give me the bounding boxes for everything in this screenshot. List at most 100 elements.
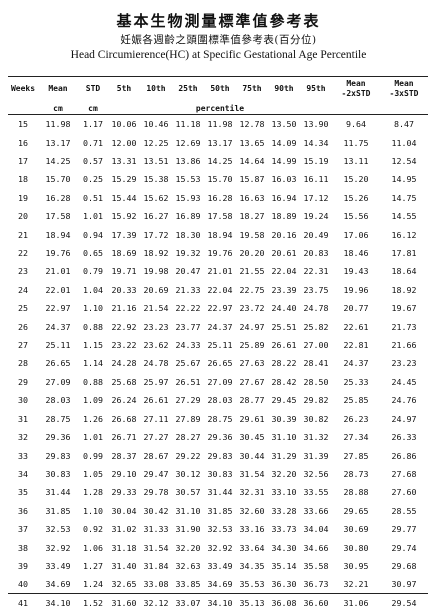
cell-p25: 15.53 xyxy=(175,174,201,185)
cell-mean-minus-2std: 25.85 xyxy=(343,395,369,406)
cell-p10: 33.08 xyxy=(143,579,169,590)
cell-weeks: 38 xyxy=(18,542,28,553)
cell-p90: 36.30 xyxy=(271,579,297,590)
table-subtitle-english: Head Circumierence(HC) at Specific Gesta… xyxy=(70,49,367,61)
cell-p5: 31.60 xyxy=(111,597,137,608)
table-row: 38 32.92 1.06 31.18 31.54 32.20 32.92 33.64 34.3… xyxy=(8,538,428,556)
cell-weeks: 22 xyxy=(18,248,28,259)
cell-p75: 19.58 xyxy=(239,229,265,240)
table-row: 35 31.44 1.28 29.33 29.78 30.57 31.44 32.31 33.1… xyxy=(8,483,428,501)
cell-weeks: 36 xyxy=(18,505,28,516)
cell-p25: 31.10 xyxy=(175,505,201,516)
cell-mean-minus-2std: 15.56 xyxy=(343,211,369,222)
cell-p5: 31.40 xyxy=(111,560,137,571)
header-10th: 10th xyxy=(146,84,166,93)
cell-weeks: 27 xyxy=(18,340,28,351)
cell-mean-minus-3std: 29.68 xyxy=(391,560,417,571)
cell-mean-minus-2std: 28.73 xyxy=(343,468,369,479)
cell-weeks: 32 xyxy=(18,432,28,443)
cell-p75: 34.35 xyxy=(239,560,265,571)
cell-p95: 22.31 xyxy=(303,266,329,277)
cell-p10: 31.84 xyxy=(143,560,169,571)
cell-mean-minus-3std: 29.54 xyxy=(391,597,417,608)
cell-mean: 14.25 xyxy=(45,156,71,167)
cell-weeks: 30 xyxy=(18,395,28,406)
cell-mean-minus-2std: 26.23 xyxy=(343,413,369,424)
cell-weeks: 24 xyxy=(18,284,28,295)
cell-p90: 30.39 xyxy=(271,413,297,424)
cell-std: 0.65 xyxy=(83,248,103,259)
cell-p25: 30.57 xyxy=(175,487,201,498)
table-row: 31 28.75 1.26 26.68 27.11 27.89 28.75 29.61 30.3… xyxy=(8,410,428,428)
cell-weeks: 33 xyxy=(18,450,28,461)
table-row: 16 13.17 0.71 12.00 12.25 12.69 13.17 13.65 14.0… xyxy=(8,133,428,151)
cell-mean-minus-3std: 14.75 xyxy=(391,192,417,203)
cell-p50: 32.53 xyxy=(207,524,233,535)
cell-p90: 20.16 xyxy=(271,229,297,240)
cell-p25: 31.90 xyxy=(175,524,201,535)
header-mean-minus-2std-line2: -2xSTD xyxy=(341,89,371,98)
cell-p10: 26.61 xyxy=(143,395,169,406)
table-row: 37 32.53 0.92 31.02 31.33 31.90 32.53 33.16 33.7… xyxy=(8,520,428,538)
cell-p50: 24.37 xyxy=(207,321,233,332)
cell-p75: 30.44 xyxy=(239,450,265,461)
cell-p95: 34.66 xyxy=(303,542,329,553)
cell-std: 0.71 xyxy=(83,137,103,148)
cell-p5: 13.31 xyxy=(111,156,137,167)
cell-p5: 30.04 xyxy=(111,505,137,516)
cell-p10: 31.33 xyxy=(143,524,169,535)
cell-p25: 32.20 xyxy=(175,542,201,553)
cell-mean-minus-2std: 18.46 xyxy=(343,248,369,259)
cell-mean: 34.69 xyxy=(45,579,71,590)
cell-p90: 29.45 xyxy=(271,395,297,406)
cell-mean-minus-3std: 14.95 xyxy=(391,174,417,185)
cell-p25: 27.89 xyxy=(175,413,201,424)
cell-p75: 25.89 xyxy=(239,340,265,351)
cell-mean: 17.58 xyxy=(45,211,71,222)
cell-p95: 33.66 xyxy=(303,505,329,516)
cell-mean-minus-2std: 11.75 xyxy=(343,137,369,148)
cell-p90: 23.39 xyxy=(271,284,297,295)
cell-mean: 32.92 xyxy=(45,542,71,553)
cell-mean-minus-3std: 23.23 xyxy=(391,358,417,369)
cell-p5: 15.44 xyxy=(111,192,137,203)
cell-p95: 16.11 xyxy=(303,174,329,185)
cell-weeks: 15 xyxy=(18,119,28,130)
cell-p50: 19.76 xyxy=(207,248,233,259)
cell-p10: 27.27 xyxy=(143,432,169,443)
cell-p90: 26.61 xyxy=(271,340,297,351)
cell-p5: 12.00 xyxy=(111,137,137,148)
cell-p10: 19.98 xyxy=(143,266,169,277)
cell-mean-minus-3std: 28.55 xyxy=(391,505,417,516)
unit-std: cm xyxy=(88,103,98,113)
cell-p95: 19.24 xyxy=(303,211,329,222)
cell-mean-minus-3std: 8.47 xyxy=(394,119,414,130)
cell-mean: 29.36 xyxy=(45,432,71,443)
cell-p25: 15.93 xyxy=(175,192,201,203)
cell-mean: 13.17 xyxy=(45,137,71,148)
cell-weeks: 20 xyxy=(18,211,28,222)
cell-p90: 20.61 xyxy=(271,248,297,259)
table-row: 22 19.76 0.65 18.69 18.92 19.32 19.76 20.20 20.6… xyxy=(8,244,428,262)
cell-mean: 24.37 xyxy=(45,321,71,332)
cell-weeks: 16 xyxy=(18,137,28,148)
cell-mean-minus-3std: 29.77 xyxy=(391,524,417,535)
cell-weeks: 37 xyxy=(18,524,28,535)
cell-p50: 21.01 xyxy=(207,266,233,277)
cell-mean-minus-2std: 29.65 xyxy=(343,505,369,516)
cell-p50: 16.28 xyxy=(207,192,233,203)
header-90th: 90th xyxy=(274,84,294,93)
cell-mean: 26.65 xyxy=(45,358,71,369)
cell-p10: 20.69 xyxy=(143,284,169,295)
cell-mean: 34.10 xyxy=(45,597,71,608)
cell-std: 1.10 xyxy=(83,303,103,314)
cell-p50: 30.83 xyxy=(207,468,233,479)
cell-mean: 33.49 xyxy=(45,560,71,571)
cell-mean-minus-3std: 18.64 xyxy=(391,266,417,277)
cell-p95: 28.41 xyxy=(303,358,329,369)
cell-p10: 29.47 xyxy=(143,468,169,479)
cell-p90: 28.22 xyxy=(271,358,297,369)
header-mean-minus-3std-line1: Mean xyxy=(394,79,414,88)
cell-p75: 23.72 xyxy=(239,303,265,314)
cell-weeks: 40 xyxy=(18,579,28,590)
